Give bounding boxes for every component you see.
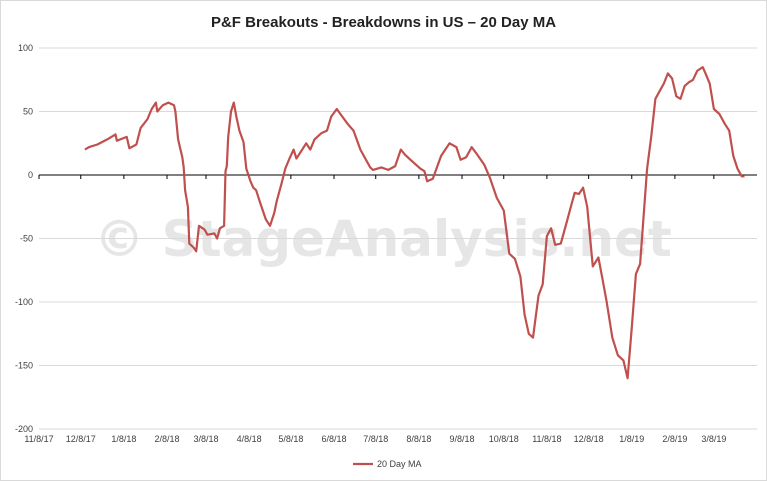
y-tick-label: -100 xyxy=(15,297,33,307)
x-tick-label: 12/8/17 xyxy=(66,434,96,444)
x-tick-label: 4/8/18 xyxy=(237,434,262,444)
y-tick-label: 50 xyxy=(23,107,33,117)
x-tick-label: 7/8/18 xyxy=(363,434,388,444)
y-axis-tick-labels: -200 -150 -100 -50 0 50 100 xyxy=(15,43,33,434)
y-tick-label: -50 xyxy=(20,234,33,244)
y-tick-label: -150 xyxy=(15,361,33,371)
x-tick-label: 5/8/18 xyxy=(278,434,303,444)
y-tick-label: 100 xyxy=(18,43,33,53)
y-tick-label: 0 xyxy=(28,170,33,180)
gridlines xyxy=(38,47,757,430)
series-line-0 xyxy=(84,66,745,380)
legend-label: 20 Day MA xyxy=(377,459,422,469)
x-tick-label: 1/8/18 xyxy=(111,434,136,444)
x-tick-label: 2/8/18 xyxy=(154,434,179,444)
x-tick-label: 3/8/19 xyxy=(701,434,726,444)
x-tick-label: 11/8/17 xyxy=(24,434,53,444)
x-tick-label: 12/8/18 xyxy=(574,434,604,444)
x-axis-tick-labels: 11/8/17 12/8/17 1/8/18 2/8/18 3/8/18 4/8/18 5/… xyxy=(24,434,726,444)
x-tick-label: 8/8/18 xyxy=(406,434,431,444)
y-tick-label: -200 xyxy=(15,424,33,434)
legend: 20 Day MA xyxy=(353,459,422,469)
x-tick-label: 3/8/18 xyxy=(193,434,218,444)
x-tick-label: 11/8/18 xyxy=(532,434,561,444)
x-tick-label: 2/8/19 xyxy=(662,434,687,444)
x-tick-label: 10/8/18 xyxy=(489,434,519,444)
chart-title: P&F Breakouts - Breakdowns in US – 20 Da… xyxy=(210,14,557,31)
x-tick-label: 1/8/19 xyxy=(619,434,644,444)
series-group xyxy=(84,66,745,380)
x-tick-label: 6/8/18 xyxy=(321,434,346,444)
x-tick-label: 9/8/18 xyxy=(449,434,474,444)
